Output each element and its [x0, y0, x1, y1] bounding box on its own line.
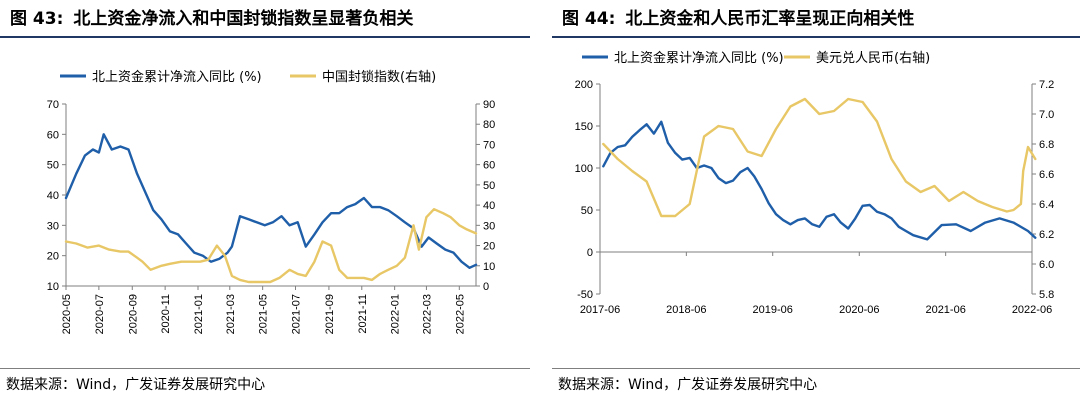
right-tick-label: 80 — [483, 119, 495, 131]
series-line-right-axis — [64, 207, 478, 284]
right-tick-label: 6.6 — [1039, 169, 1054, 181]
x-tick-label: 2021-11 — [357, 294, 369, 334]
x-tick-label: 2022-06 — [1012, 304, 1052, 316]
x-tick-label: 2019-06 — [753, 304, 793, 316]
right-tick-label: 10 — [483, 261, 495, 273]
left-tick-label: 150 — [575, 121, 593, 133]
x-tick-label: 2020-07 — [94, 294, 106, 334]
right-tick-label: 90 — [483, 99, 495, 111]
figure-caption: 北上资金净流入和中国封锁指数呈显著负相关 — [73, 9, 414, 29]
right-tick-label: 50 — [483, 180, 495, 192]
legend-label: 北上资金累计净流入同比 (%) — [614, 50, 784, 66]
figure-number: 图 44: — [562, 9, 616, 29]
x-tick-label: 2020-11 — [160, 294, 172, 334]
x-tick-label: 2021-09 — [324, 294, 336, 334]
figure-number: 图 43: — [10, 9, 64, 29]
title-rule — [0, 36, 530, 38]
left-tick-label: 20 — [47, 251, 59, 263]
x-tick-label: 2017-06 — [580, 304, 620, 316]
chart-northbound-vs-lockdown: 10 20 30 40 50 60 70 0 10 20 30 40 50 60 70 80 90 2020-05… — [47, 69, 496, 334]
right-tick-label: 5.8 — [1039, 289, 1054, 301]
chart-northbound-vs-usdcny: -50 0 50 100 150 200 5.8 6.0 6.2 6.4 6.6 6.8 7.0 7.2 2… — [575, 50, 1055, 316]
x-tick-label: 2021-05 — [258, 294, 270, 334]
source-rule — [552, 368, 1080, 369]
figure-title: 图 44: 北上资金和人民币汇率呈现正向相关性 — [552, 4, 1080, 34]
left-tick-label: 30 — [47, 220, 59, 232]
title-rule — [552, 36, 1080, 38]
source-rule — [0, 368, 530, 369]
right-tick-label: 6.2 — [1039, 229, 1054, 241]
right-tick-label: 30 — [483, 220, 495, 232]
right-tick-label: 40 — [483, 200, 495, 212]
legend-label: 美元兑人民币(右轴) — [816, 51, 930, 66]
x-tick-label: 2020-06 — [839, 304, 879, 316]
x-tick-label: 2020-09 — [127, 294, 139, 334]
series-line-left-axis — [64, 133, 478, 270]
x-tick-label: 2022-03 — [421, 294, 433, 334]
x-tick-label: 2020-05 — [61, 294, 73, 334]
right-tick-label: 70 — [483, 139, 495, 151]
series-line-left-axis — [602, 120, 1037, 241]
left-tick-label: 70 — [47, 99, 59, 111]
right-tick-label: 20 — [483, 241, 495, 253]
x-tick-label: 2021-01 — [193, 294, 205, 334]
x-tick-label: 2022-01 — [390, 294, 402, 334]
figure-43-panel: 图 43: 北上资金净流入和中国封锁指数呈显著负相关 10 20 30 40 50 60 70… — [0, 0, 530, 401]
left-tick-label: 10 — [47, 281, 59, 293]
x-tick-label: 2021-03 — [225, 294, 237, 334]
left-tick-label: 0 — [587, 247, 593, 259]
x-tick-label: 2021-06 — [925, 304, 965, 316]
left-tick-label: 40 — [47, 190, 59, 202]
x-tick-label: 2018-06 — [666, 304, 706, 316]
left-tick-label: 60 — [47, 129, 59, 141]
right-tick-label: 7.2 — [1039, 79, 1054, 91]
left-tick-label: 50 — [47, 160, 59, 172]
right-tick-label: 6.8 — [1039, 139, 1054, 151]
figure-44-panel: 图 44: 北上资金和人民币汇率呈现正向相关性 -50 0 50 100 150 200 5.… — [552, 0, 1080, 401]
right-tick-label: 6.0 — [1039, 259, 1054, 271]
figure-caption: 北上资金和人民币汇率呈现正向相关性 — [625, 9, 915, 29]
right-tick-label: 7.0 — [1039, 109, 1054, 121]
left-tick-label: 200 — [575, 79, 593, 91]
x-tick-label: 2022-05 — [454, 294, 466, 334]
data-source: 数据来源：Wind，广发证券发展研究中心 — [6, 377, 266, 393]
left-tick-label: 50 — [581, 205, 593, 217]
x-tick-label: 2021-07 — [291, 294, 303, 334]
legend-label: 北上资金累计净流入同比 (%) — [92, 69, 262, 85]
left-tick-label: 100 — [575, 163, 593, 175]
series-line-right-axis — [602, 97, 1037, 218]
legend-label: 中国封锁指数(右轴) — [322, 69, 436, 85]
right-tick-label: 0 — [483, 281, 489, 293]
right-tick-label: 6.4 — [1039, 199, 1054, 211]
data-source: 数据来源：Wind，广发证券发展研究中心 — [558, 377, 818, 393]
left-tick-label: -50 — [577, 289, 593, 301]
figure-title: 图 43: 北上资金净流入和中国封锁指数呈显著负相关 — [0, 4, 530, 34]
right-tick-label: 60 — [483, 160, 495, 172]
